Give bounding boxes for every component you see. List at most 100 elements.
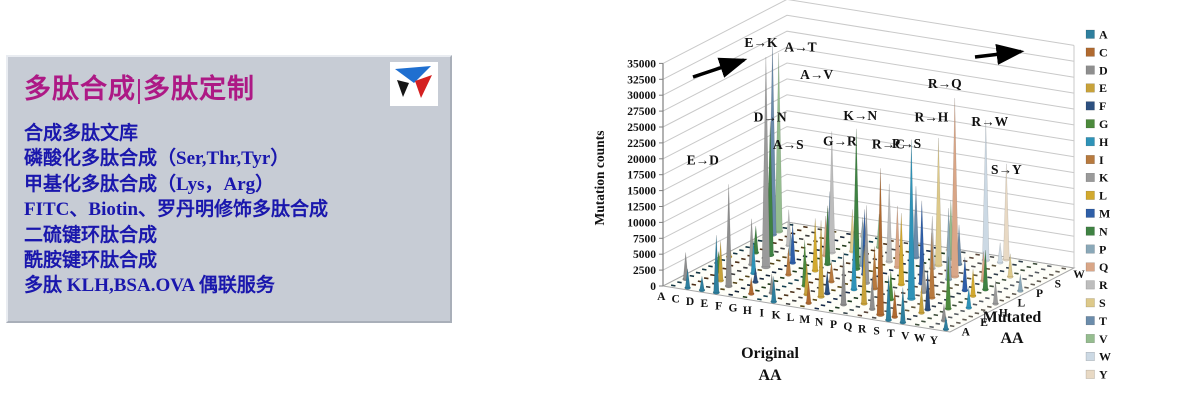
direction-arrow-icon [692,57,748,79]
legend-item: V [1085,332,1108,346]
y-axis-tick-label: 20000 [627,154,656,166]
x-axis-tick-label: C [671,293,679,305]
legend-label: Q [1099,260,1108,274]
x-axis-tick-label: I [759,307,764,319]
z-axis-tick-label: S [1055,278,1061,290]
legend-label: I [1099,153,1104,167]
peak-label: A→T [784,40,816,55]
legend-item: F [1085,99,1106,113]
peak-label: P→S [892,136,921,151]
y-axis-tick-label: 25000 [627,122,656,134]
x-axis-tick-label: G [729,303,738,315]
wall-gridlines [662,0,1075,287]
peak-label: G→R [823,133,857,148]
peak-label: R→C [872,136,905,151]
y-axis-tick-label: 22500 [627,138,656,150]
peak-label: D→N [754,109,787,124]
z-axis-tick-label: W [1073,269,1085,281]
direction-arrows [692,43,1025,79]
legend-item: W [1085,350,1111,364]
legend-label: C [1099,45,1108,59]
legend-swatch [1085,208,1095,218]
y-axis-tick-label: 0 [650,281,656,293]
legend-swatch [1085,280,1095,290]
legend-swatch [1085,226,1095,236]
legend-item: R [1085,278,1108,292]
legend-label: T [1099,314,1107,328]
legend-swatch [1085,65,1095,75]
x-axis-tick-label: N [815,316,824,328]
x-axis-tick-label: P [830,319,837,331]
legend-label: W [1099,350,1111,364]
legend-swatch [1085,352,1095,361]
y-axis-tick-label: 32500 [627,74,656,86]
legend-label: S [1099,296,1106,310]
legend-swatch [1085,29,1095,39]
legend-item: C [1085,45,1108,59]
x-axis-title: AA [758,367,782,384]
promo-title: 多肽合成|多肽定制 [24,74,255,104]
x-axis-tick-label: L [787,312,795,324]
legend-item: N [1085,224,1108,238]
x-axis-tick-label: Y [930,335,939,347]
peak-label: A→S [773,137,804,152]
promo-service-item: 酰胺键环肽合成 [24,250,158,272]
z-axis-title: Mutated [983,309,1042,326]
legend-item: M [1085,207,1110,221]
y-axis: 0 2500 5000 7500 10000 12500 15000 17500 20000 22… [592,58,664,293]
x-axis-tick-label: K [772,310,781,322]
x-axis-tick-label: A [657,291,666,303]
promo-service-item: FITC、Biotin、罗丹明修饰多肽合成 [24,199,329,221]
legend-swatch [1085,47,1095,57]
y-axis-tick-label: 30000 [627,90,656,102]
promo-service-item: 二硫键环肽合成 [24,224,158,246]
promo-service-item: 多肽 KLH,BSA.OVA 偶联服务 [24,275,275,297]
z-axis-tick-label: E [980,317,988,329]
peak-label: S→Y [991,162,1022,177]
legend-label: A [1099,28,1108,42]
peak-label: R→H [915,110,949,125]
z-axis-title: AA [1000,330,1024,347]
legend-label: V [1099,332,1108,346]
legend-label: D [1099,63,1108,77]
mutation-3d-chart: 0 2500 5000 7500 10000 12500 15000 17500 20000 22… [592,0,1111,384]
legend-label: E [1099,81,1107,95]
legend-swatch [1085,334,1095,343]
legend-swatch [1085,262,1095,272]
data-spikes [682,43,1024,332]
x-axis-tick-label: T [887,328,895,340]
y-axis-tick-label: 5000 [633,249,656,261]
legend-swatch [1085,137,1095,147]
peak-label: K→N [843,108,877,123]
x-axis-tick-label: D [686,296,694,308]
z-axis-tick-label: P [1036,288,1043,300]
legend-item: K [1085,171,1109,185]
promo-service-item: 甲基化多肽合成（Lys，Arg） [24,173,275,195]
legend-label: M [1099,207,1110,221]
y-axis-tick-label: 15000 [627,186,656,198]
company-logo-icon [390,62,438,106]
legend-swatch [1085,244,1095,254]
y-axis-tick-label: 17500 [627,170,656,182]
peak-label: A→V [800,67,833,82]
promo-service-item: 合成多肽文库 [24,123,139,144]
y-axis-tick-label: 10000 [627,217,656,229]
promo-panel[interactable]: 多肽合成|多肽定制 合成多肽文库磷酸化多肽合成（Ser,Thr,Tyr） 甲基化多… [6,55,452,323]
legend-label: N [1099,224,1108,238]
legend-item: T [1085,314,1107,328]
peak-label: R→Q [928,76,962,91]
y-axis-tick-label: 2500 [633,265,656,277]
promo-service-item: 磷酸化多肽合成（Ser,Thr,Tyr） [24,148,290,170]
legend-swatch [1085,172,1095,182]
legend-label: P [1099,242,1106,256]
legend-item: E [1085,81,1107,95]
x-axis-tick-label: H [743,305,752,317]
y-axis-tick-label: 27500 [627,106,656,118]
legend-label: K [1099,171,1109,185]
chart-area: 0 2500 5000 7500 10000 12500 15000 17500 20000 22… [560,0,1200,400]
x-axis-title: Original [741,345,799,362]
x-axis-tick-label: S [873,326,879,338]
x-axis-tick-label: F [715,300,722,312]
